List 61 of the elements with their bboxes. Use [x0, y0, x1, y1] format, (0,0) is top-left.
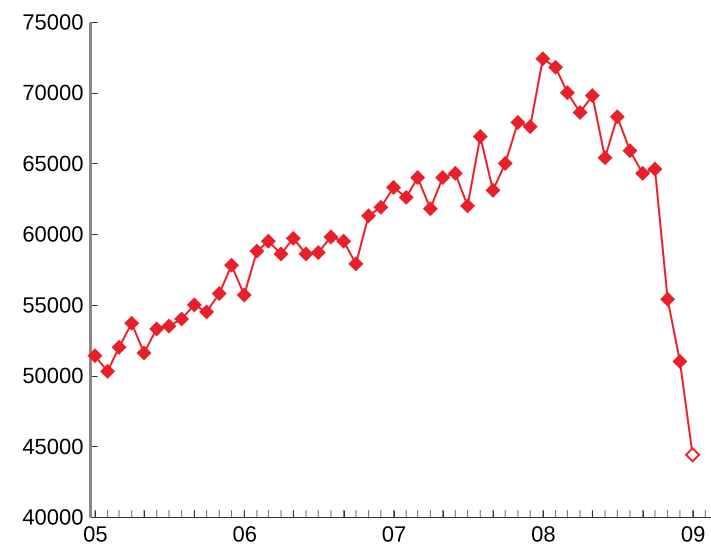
- point: [386, 180, 401, 195]
- y-tick-label: 40000: [22, 504, 84, 530]
- point: [374, 200, 388, 214]
- x-tick-label: 05: [83, 522, 108, 546]
- point: [124, 316, 139, 330]
- point: [237, 288, 252, 302]
- point: [598, 150, 612, 165]
- point: [136, 346, 152, 360]
- point: [423, 202, 438, 216]
- point: [298, 246, 314, 262]
- point: [348, 256, 364, 271]
- y-tick-label: 75000: [22, 10, 84, 34]
- x-tick-label: 06: [232, 522, 257, 546]
- x-tick-label: 08: [531, 522, 556, 546]
- y-tick-label: 60000: [22, 222, 84, 247]
- point: [548, 60, 563, 74]
- y-tick-label: 50000: [22, 363, 84, 388]
- point: [436, 170, 450, 185]
- point: [536, 52, 550, 66]
- y-tick-label: 55000: [22, 292, 84, 318]
- point: [448, 166, 462, 180]
- y-tick-label: 65000: [22, 150, 84, 176]
- point: [560, 86, 575, 100]
- point: [261, 234, 276, 248]
- point: [510, 115, 526, 130]
- point: [585, 88, 600, 103]
- point: [274, 246, 288, 262]
- point: [672, 354, 688, 369]
- point: [648, 162, 662, 176]
- point: [361, 208, 376, 223]
- point: [399, 190, 414, 204]
- point: [660, 292, 675, 306]
- point: [250, 244, 264, 258]
- x-tick-label: 07: [382, 522, 406, 546]
- point: [88, 348, 102, 363]
- point: [100, 364, 115, 378]
- point: [224, 258, 239, 272]
- point: [311, 245, 326, 260]
- point: [199, 304, 214, 320]
- point: [212, 286, 226, 301]
- point: [460, 198, 475, 213]
- x-tick-label: 09: [680, 522, 706, 546]
- y-tick-label: 45000: [22, 434, 84, 459]
- y-tick-label: 70000: [22, 80, 84, 106]
- point: [636, 166, 650, 180]
- point: [174, 312, 189, 326]
- point: [150, 322, 164, 336]
- point: [324, 230, 338, 244]
- point: [112, 340, 126, 354]
- point: [336, 234, 351, 248]
- point: [286, 231, 300, 246]
- point: [622, 144, 638, 158]
- point: [187, 298, 202, 312]
- point: [523, 120, 538, 134]
- point: [498, 156, 512, 171]
- point: [410, 170, 425, 185]
- point: [473, 129, 488, 144]
- point: [162, 318, 176, 334]
- point: [486, 183, 500, 198]
- point: [572, 105, 588, 120]
- point: [610, 110, 624, 124]
